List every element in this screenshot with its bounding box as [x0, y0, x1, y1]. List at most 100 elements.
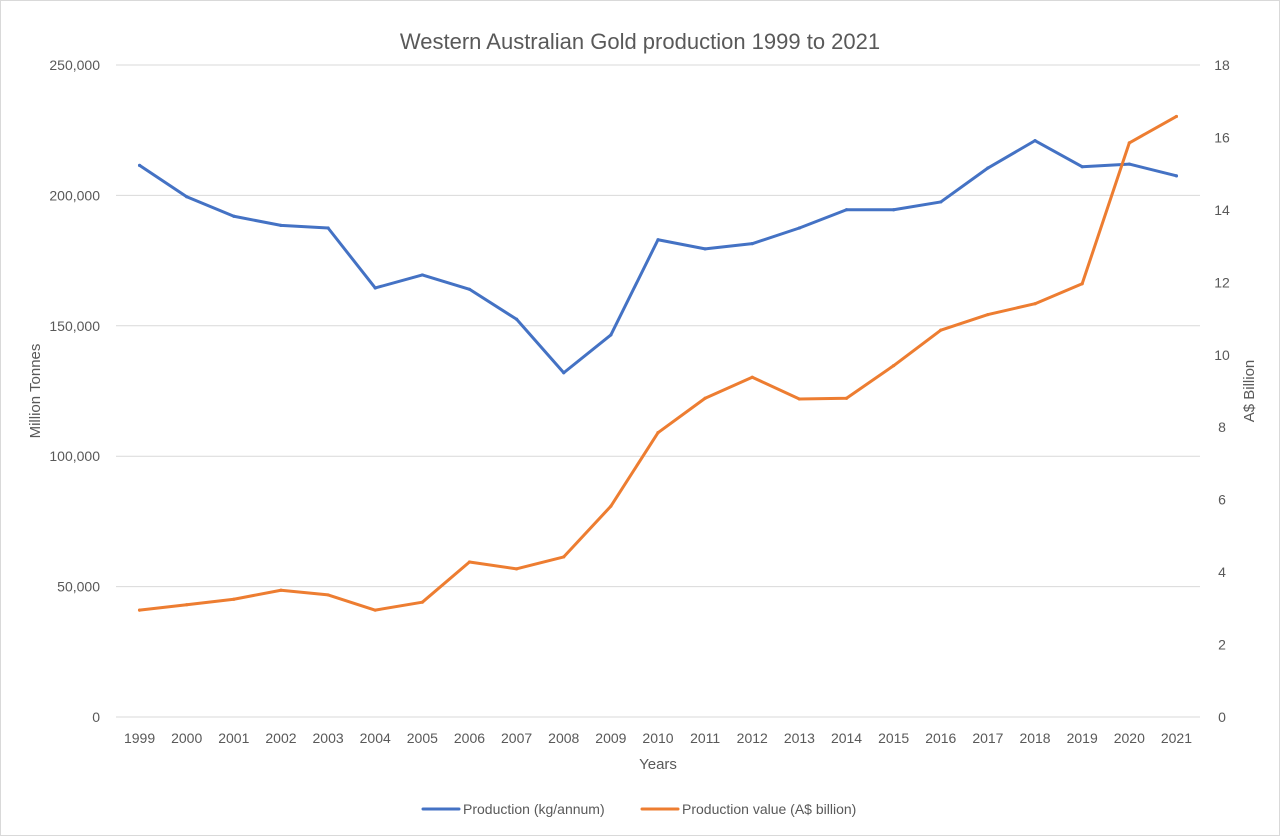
- right-y-tick-label: 10: [1214, 347, 1230, 363]
- series-line-1: [138, 139, 1178, 375]
- x-tick-label: 2007: [501, 730, 532, 746]
- right-y-tick-label: 8: [1218, 419, 1226, 435]
- data-point: [656, 238, 660, 242]
- data-point: [420, 273, 424, 277]
- data-point: [562, 555, 566, 559]
- right-y-tick-label: 0: [1218, 709, 1226, 725]
- data-point: [609, 333, 613, 337]
- data-point: [609, 504, 613, 508]
- data-point: [703, 247, 707, 251]
- x-tick-label: 2012: [737, 730, 768, 746]
- x-tick-label: 1999: [124, 730, 155, 746]
- x-tick-label: 2016: [925, 730, 956, 746]
- data-point: [420, 600, 424, 604]
- legend-entry-2: Production value (A$ billion): [640, 801, 856, 817]
- x-tick-label: 2014: [831, 730, 862, 746]
- right-y-tick-label: 6: [1218, 492, 1226, 508]
- data-point: [185, 603, 189, 607]
- data-point: [1127, 162, 1131, 166]
- left-y-tick-label: 100,000: [49, 448, 100, 464]
- data-point: [562, 371, 566, 375]
- x-tick-label: 2001: [218, 730, 249, 746]
- data-point: [326, 593, 330, 597]
- data-point: [939, 200, 943, 204]
- data-point: [797, 226, 801, 230]
- x-tick-label: 2013: [784, 730, 815, 746]
- data-point: [844, 396, 849, 400]
- data-point: [797, 397, 801, 401]
- x-tick-label: 2002: [265, 730, 296, 746]
- data-point: [656, 431, 660, 435]
- legend-label: Production value (A$ billion): [682, 801, 856, 817]
- left-y-tick-label: 150,000: [49, 318, 100, 334]
- data-point: [279, 588, 283, 592]
- x-tick-label: 2000: [171, 730, 202, 746]
- x-tick-label: 2021: [1161, 730, 1192, 746]
- left-y-tick-label: 50,000: [57, 579, 100, 595]
- right-y-axis: 0 2 4 6 8 10 12 14 16 18: [1214, 57, 1230, 725]
- legend-entry-1: Production (kg/annum): [421, 801, 605, 817]
- data-point: [232, 214, 236, 218]
- data-point: [1033, 302, 1037, 306]
- x-tick-label: 2019: [1067, 730, 1098, 746]
- chart-title: Western Australian Gold production 1999 …: [400, 29, 880, 54]
- gridlines: [116, 64, 1200, 718]
- data-point: [373, 286, 377, 290]
- left-y-tick-label: 250,000: [49, 57, 100, 73]
- data-point: [892, 208, 896, 212]
- data-point: [1080, 165, 1084, 169]
- x-tick-label: 2011: [690, 730, 720, 746]
- series-line-2: [138, 114, 1178, 612]
- data-point: [844, 208, 849, 212]
- data-point: [232, 597, 236, 601]
- data-point: [373, 608, 377, 612]
- data-point: [986, 312, 990, 317]
- legend-label: Production (kg/annum): [463, 801, 605, 817]
- right-y-tick-label: 14: [1214, 202, 1230, 218]
- right-y-tick-label: 16: [1214, 129, 1230, 145]
- data-point: [137, 608, 142, 612]
- left-y-axis: 0 50,000 100,000 150,000 200,000 250,000: [49, 57, 100, 725]
- x-axis-title: Years: [639, 756, 677, 773]
- data-point: [892, 364, 896, 368]
- legend: Production (kg/annum) Production value (A…: [421, 801, 856, 817]
- x-tick-label: 2006: [454, 730, 485, 746]
- data-point: [703, 396, 707, 400]
- data-point: [279, 223, 283, 227]
- data-point: [750, 242, 754, 246]
- data-point: [185, 195, 189, 199]
- x-tick-label: 2009: [595, 730, 626, 746]
- x-tick-label: 2020: [1114, 730, 1145, 746]
- data-point: [1174, 114, 1179, 119]
- left-y-tick-label: 0: [92, 709, 100, 725]
- data-point: [326, 226, 330, 230]
- data-point: [1033, 139, 1037, 143]
- data-point: [467, 287, 472, 291]
- x-tick-label: 2018: [1019, 730, 1050, 746]
- data-point: [939, 328, 943, 332]
- data-point: [986, 166, 990, 170]
- x-tick-label: 2005: [407, 730, 438, 746]
- series-lines: [137, 114, 1179, 612]
- data-point: [467, 560, 472, 564]
- x-tick-label: 2015: [878, 730, 909, 746]
- x-tick-label: 2004: [360, 730, 391, 746]
- data-point: [515, 567, 519, 571]
- x-tick-label: 2017: [972, 730, 1003, 746]
- right-y-tick-label: 2: [1218, 637, 1226, 653]
- data-point: [137, 163, 142, 168]
- data-point: [750, 375, 754, 379]
- left-y-tick-label: 200,000: [49, 187, 100, 203]
- x-tick-label: 2003: [313, 730, 344, 746]
- x-axis: 1999 2000 2001 2002 2003 2004 2005 2006 2007 2008…: [124, 730, 1192, 746]
- data-point: [1174, 174, 1179, 178]
- right-y-tick-label: 12: [1214, 274, 1230, 290]
- right-y-axis-title: A$ Billion: [1241, 360, 1258, 423]
- data-point: [515, 317, 519, 321]
- right-y-tick-label: 18: [1214, 57, 1230, 73]
- right-y-tick-label: 4: [1218, 564, 1226, 580]
- x-tick-label: 2010: [642, 730, 673, 746]
